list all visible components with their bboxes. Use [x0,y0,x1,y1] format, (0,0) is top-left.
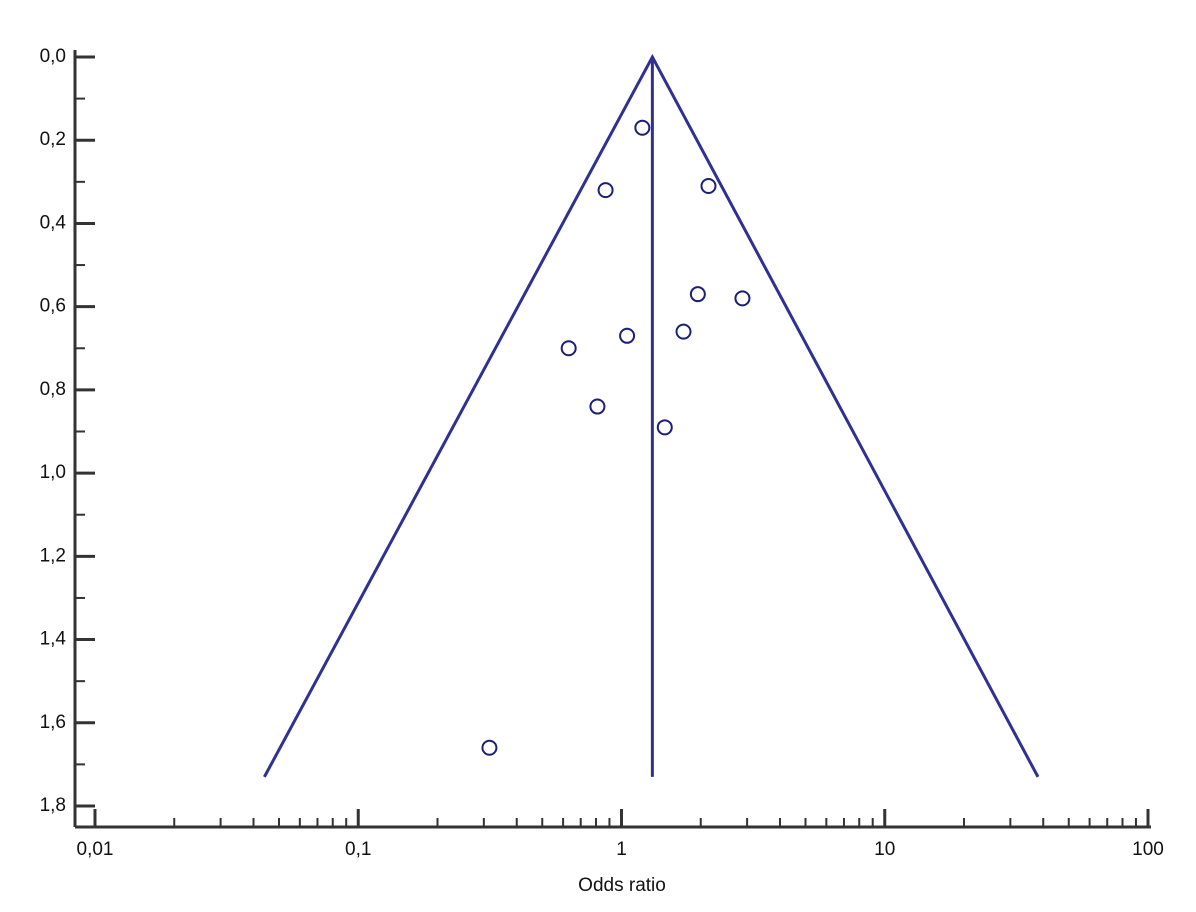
study-point [589,398,606,415]
y-tick-label: 1,8 [40,795,66,816]
x-tick-label: 100 [1132,839,1164,860]
x-tick-label: 1 [616,839,627,860]
study-point [597,182,614,199]
study-point [700,177,717,194]
x-tick-label: 10 [874,839,895,860]
study-point [634,119,651,136]
x-tick-label: 0,01 [77,839,114,860]
y-tick-label: 0,2 [40,129,66,150]
x-tick-label: 0,1 [345,839,371,860]
study-point [560,340,577,357]
y-tick-label: 0,6 [40,296,66,317]
y-tick-label: 1,2 [40,545,66,566]
y-tick-label: 0,8 [40,379,66,400]
y-tick-label: 1,6 [40,712,66,733]
study-point [481,739,498,756]
y-tick-label: 0,0 [40,46,66,67]
study-point [734,290,751,307]
y-tick-label: 1,4 [40,629,67,650]
study-point [689,286,706,303]
study-point [675,323,692,340]
y-tick-label: 1,0 [40,462,66,483]
study-point [619,327,636,344]
study-point [656,419,673,436]
x-axis-label: Odds ratio [578,875,666,896]
y-tick-label: 0,4 [40,212,67,233]
